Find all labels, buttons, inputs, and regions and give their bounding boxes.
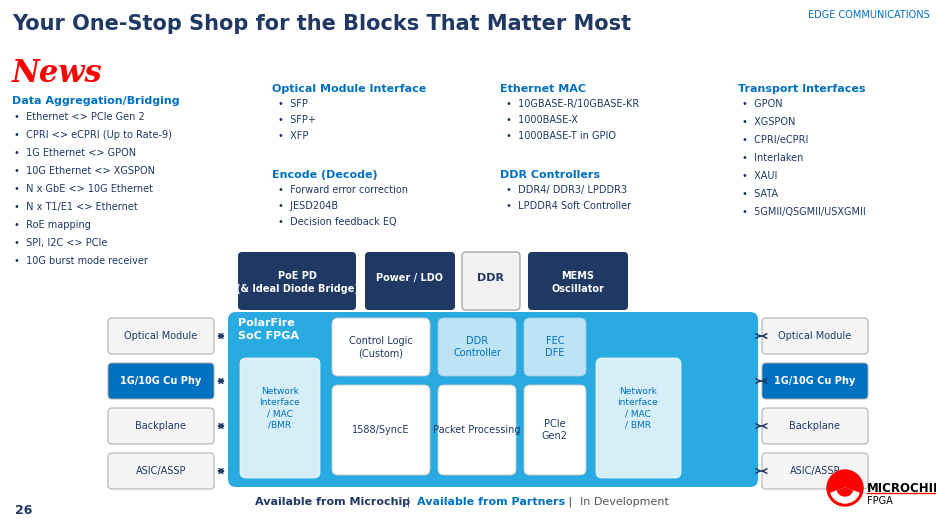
Text: PCIe
Gen2: PCIe Gen2 bbox=[542, 419, 568, 441]
FancyBboxPatch shape bbox=[762, 408, 868, 444]
FancyBboxPatch shape bbox=[238, 252, 356, 310]
Text: Network
Interface
/ MAC
/BMR: Network Interface / MAC /BMR bbox=[259, 387, 300, 429]
Text: •  1G Ethernet <> GPON: • 1G Ethernet <> GPON bbox=[14, 148, 136, 158]
FancyBboxPatch shape bbox=[332, 385, 430, 475]
Text: Backplane: Backplane bbox=[136, 421, 186, 431]
Text: FEC
DFE: FEC DFE bbox=[546, 336, 564, 358]
Text: Ethernet MAC: Ethernet MAC bbox=[500, 84, 586, 94]
FancyBboxPatch shape bbox=[596, 358, 681, 478]
Text: News: News bbox=[12, 58, 103, 89]
Text: •  SATA: • SATA bbox=[742, 189, 778, 199]
Text: 1G/10G Cu Phy: 1G/10G Cu Phy bbox=[121, 376, 201, 386]
Text: •  SPI, I2C <> PCIe: • SPI, I2C <> PCIe bbox=[14, 238, 108, 248]
Text: •  N x GbE <> 10G Ethernet: • N x GbE <> 10G Ethernet bbox=[14, 184, 153, 194]
Text: DDR: DDR bbox=[477, 273, 505, 283]
Text: |: | bbox=[403, 497, 414, 507]
Text: •  XFP: • XFP bbox=[278, 131, 308, 141]
Text: •  SFP+: • SFP+ bbox=[278, 115, 315, 125]
Text: In Development: In Development bbox=[580, 497, 669, 507]
Text: •  N x T1/E1 <> Ethernet: • N x T1/E1 <> Ethernet bbox=[14, 202, 138, 212]
FancyBboxPatch shape bbox=[240, 358, 320, 478]
Text: Available from Microchip: Available from Microchip bbox=[255, 497, 410, 507]
Text: PolarFire
SoC FPGA: PolarFire SoC FPGA bbox=[238, 318, 299, 341]
Circle shape bbox=[827, 470, 863, 506]
Text: Packet Processing: Packet Processing bbox=[433, 425, 520, 435]
FancyBboxPatch shape bbox=[108, 363, 214, 399]
FancyBboxPatch shape bbox=[762, 318, 868, 354]
Text: •  10G burst mode receiver: • 10G burst mode receiver bbox=[14, 256, 148, 266]
Text: •  5GMII/QSGMII/USXGMII: • 5GMII/QSGMII/USXGMII bbox=[742, 207, 866, 217]
Text: EDGE COMMUNICATIONS: EDGE COMMUNICATIONS bbox=[809, 10, 930, 20]
Text: •  Forward error correction: • Forward error correction bbox=[278, 185, 408, 195]
Text: 1G/10G Cu Phy: 1G/10G Cu Phy bbox=[774, 376, 856, 386]
Text: DDR Controllers: DDR Controllers bbox=[500, 170, 600, 180]
Text: •  DDR4/ DDR3/ LPDDR3: • DDR4/ DDR3/ LPDDR3 bbox=[506, 185, 627, 195]
Text: •  XGSPON: • XGSPON bbox=[742, 117, 796, 127]
FancyBboxPatch shape bbox=[762, 453, 868, 489]
Text: Optical Module Interface: Optical Module Interface bbox=[272, 84, 426, 94]
Text: •  Ethernet <> PCIe Gen 2: • Ethernet <> PCIe Gen 2 bbox=[14, 112, 145, 122]
Wedge shape bbox=[838, 488, 853, 496]
FancyBboxPatch shape bbox=[228, 312, 758, 487]
Text: •  CPRI <> eCPRI (Up to Rate-9): • CPRI <> eCPRI (Up to Rate-9) bbox=[14, 130, 172, 140]
Text: Network
interface
/ MAC
/ BMR: Network interface / MAC / BMR bbox=[618, 387, 658, 429]
Text: MICROCHIP: MICROCHIP bbox=[867, 482, 936, 495]
Wedge shape bbox=[831, 488, 859, 503]
Text: PoE PD
(& Ideal Diode Bridge): PoE PD (& Ideal Diode Bridge) bbox=[236, 271, 358, 294]
Text: ASIC/ASSP: ASIC/ASSP bbox=[790, 466, 841, 476]
FancyBboxPatch shape bbox=[438, 318, 516, 376]
Text: |: | bbox=[565, 497, 576, 507]
Text: Power / LDO: Power / LDO bbox=[376, 273, 444, 283]
Text: •  10G Ethernet <> XGSPON: • 10G Ethernet <> XGSPON bbox=[14, 166, 155, 176]
Text: •  Decision feedback EQ: • Decision feedback EQ bbox=[278, 217, 397, 227]
Text: •  GPON: • GPON bbox=[742, 99, 782, 109]
Text: •  Interlaken: • Interlaken bbox=[742, 153, 803, 163]
FancyBboxPatch shape bbox=[762, 363, 868, 399]
Text: Your One-Stop Shop for the Blocks That Matter Most: Your One-Stop Shop for the Blocks That M… bbox=[12, 14, 631, 34]
FancyBboxPatch shape bbox=[365, 252, 455, 310]
Text: Optical Module: Optical Module bbox=[124, 331, 197, 341]
Text: •  LPDDR4 Soft Controller: • LPDDR4 Soft Controller bbox=[506, 201, 631, 211]
Text: Backplane: Backplane bbox=[789, 421, 841, 431]
Text: •  SFP: • SFP bbox=[278, 99, 308, 109]
FancyBboxPatch shape bbox=[528, 252, 628, 310]
Text: Encode (Decode): Encode (Decode) bbox=[272, 170, 377, 180]
Text: MEMS
Oscillator: MEMS Oscillator bbox=[551, 271, 605, 294]
Text: Transport Interfaces: Transport Interfaces bbox=[738, 84, 866, 94]
FancyBboxPatch shape bbox=[108, 318, 214, 354]
FancyBboxPatch shape bbox=[462, 252, 520, 310]
FancyBboxPatch shape bbox=[108, 453, 214, 489]
Text: •  CPRI/eCPRI: • CPRI/eCPRI bbox=[742, 135, 809, 145]
Text: •  JESD204B: • JESD204B bbox=[278, 201, 338, 211]
FancyBboxPatch shape bbox=[438, 385, 516, 475]
Text: Optical Module: Optical Module bbox=[779, 331, 852, 341]
Text: ASIC/ASSP: ASIC/ASSP bbox=[136, 466, 186, 476]
Text: •  1000BASE-T in GPIO: • 1000BASE-T in GPIO bbox=[506, 131, 616, 141]
Text: •  XAUI: • XAUI bbox=[742, 171, 778, 181]
Text: 26: 26 bbox=[15, 503, 33, 516]
Text: DDR
Controller: DDR Controller bbox=[453, 336, 501, 358]
Text: Available from Partners: Available from Partners bbox=[417, 497, 565, 507]
Text: Control Logic
(Custom): Control Logic (Custom) bbox=[349, 336, 413, 358]
Text: •  RoE mapping: • RoE mapping bbox=[14, 220, 91, 230]
FancyBboxPatch shape bbox=[524, 385, 586, 475]
Text: •  10GBASE-R/10GBASE-KR: • 10GBASE-R/10GBASE-KR bbox=[506, 99, 639, 109]
Text: 1588/SyncE: 1588/SyncE bbox=[352, 425, 410, 435]
FancyBboxPatch shape bbox=[332, 318, 430, 376]
FancyBboxPatch shape bbox=[108, 408, 214, 444]
Text: Data Aggregation/Bridging: Data Aggregation/Bridging bbox=[12, 96, 180, 106]
Text: •  1000BASE-X: • 1000BASE-X bbox=[506, 115, 578, 125]
Text: FPGA: FPGA bbox=[867, 496, 893, 506]
FancyBboxPatch shape bbox=[524, 318, 586, 376]
